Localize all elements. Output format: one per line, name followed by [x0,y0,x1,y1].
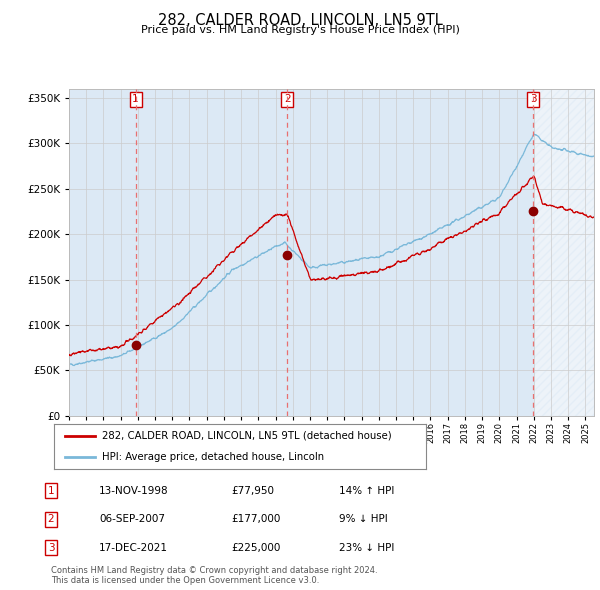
Text: This data is licensed under the Open Government Licence v3.0.: This data is licensed under the Open Gov… [51,576,319,585]
Text: £225,000: £225,000 [231,543,280,552]
Text: 2: 2 [284,94,290,104]
Text: 17-DEC-2021: 17-DEC-2021 [99,543,168,552]
Bar [287,88,533,416]
Text: HPI: Average price, detached house, Lincoln: HPI: Average price, detached house, Linc… [103,452,325,462]
Bar [136,88,287,416]
Text: 14% ↑ HPI: 14% ↑ HPI [339,486,394,496]
Text: 3: 3 [530,94,536,104]
Text: Contains HM Land Registry data © Crown copyright and database right 2024.: Contains HM Land Registry data © Crown c… [51,566,377,575]
Text: 3: 3 [47,543,55,552]
Bar [69,88,136,416]
Text: Price paid vs. HM Land Registry's House Price Index (HPI): Price paid vs. HM Land Registry's House … [140,25,460,35]
Text: 2: 2 [47,514,55,524]
Text: 1: 1 [47,486,55,496]
Text: 282, CALDER ROAD, LINCOLN, LN5 9TL (detached house): 282, CALDER ROAD, LINCOLN, LN5 9TL (deta… [103,431,392,441]
Text: 06-SEP-2007: 06-SEP-2007 [99,514,165,524]
Text: 13-NOV-1998: 13-NOV-1998 [99,486,169,496]
Text: 282, CALDER ROAD, LINCOLN, LN5 9TL: 282, CALDER ROAD, LINCOLN, LN5 9TL [158,13,442,28]
Text: 1: 1 [133,94,139,104]
Bar [533,88,594,416]
Text: £177,000: £177,000 [231,514,280,524]
Text: £77,950: £77,950 [231,486,274,496]
Text: 23% ↓ HPI: 23% ↓ HPI [339,543,394,552]
Text: 9% ↓ HPI: 9% ↓ HPI [339,514,388,524]
